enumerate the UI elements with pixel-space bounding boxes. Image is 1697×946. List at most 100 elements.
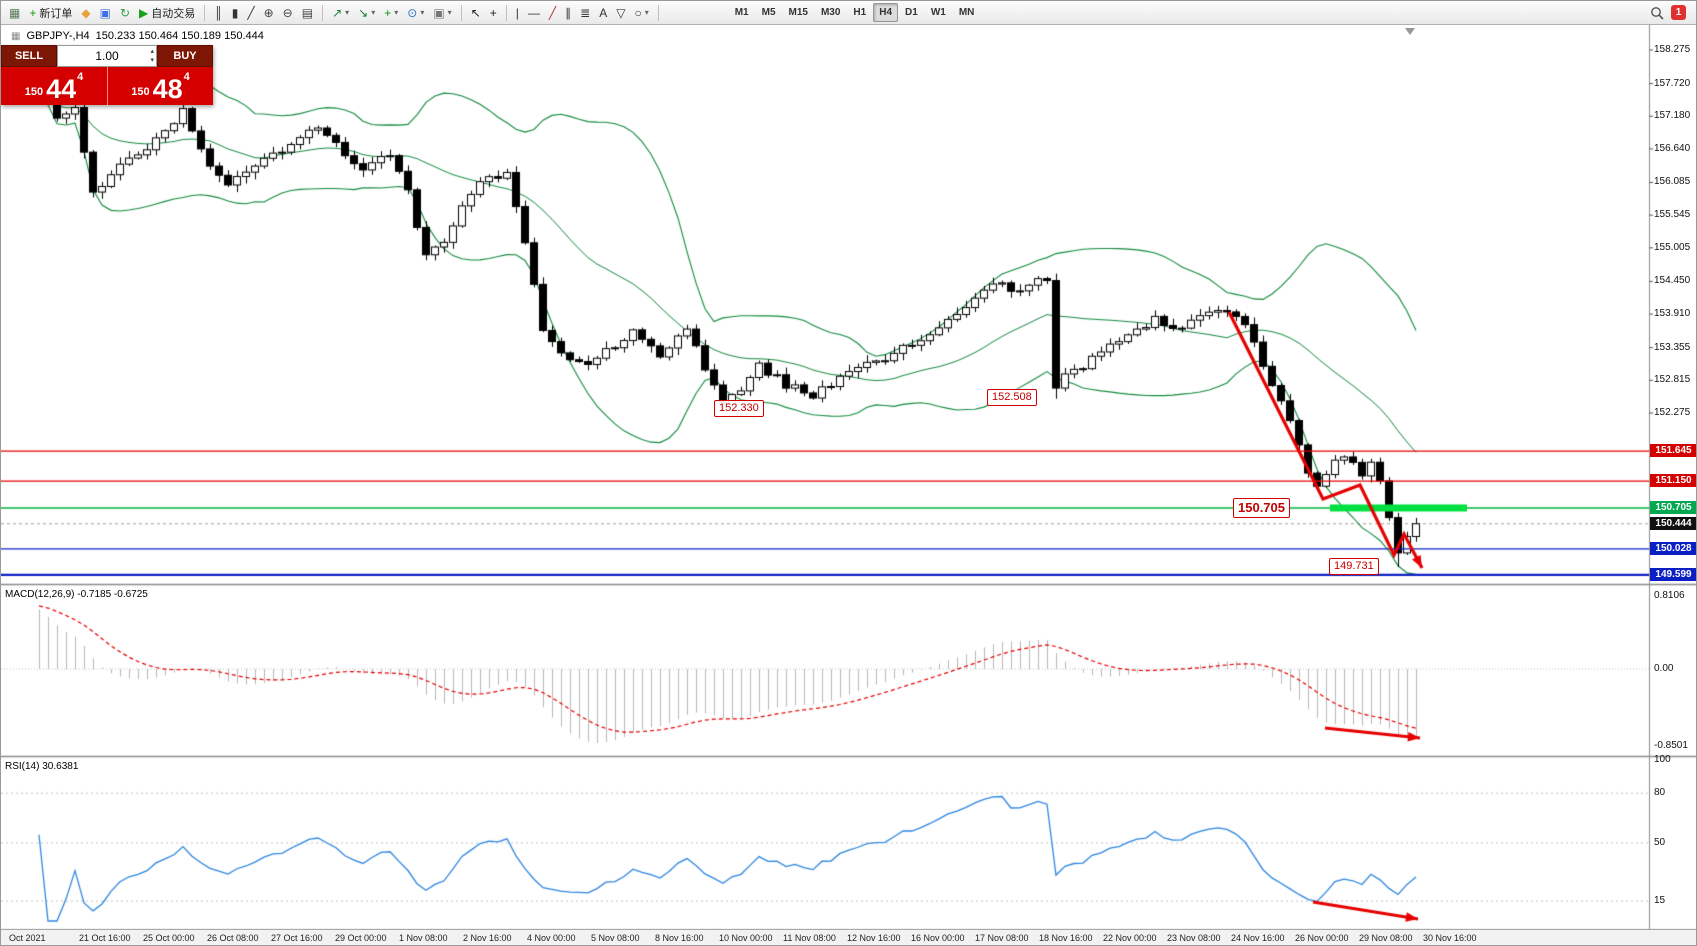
time-axis-label: 2 Nov 16:00 <box>463 933 512 943</box>
equidistant-channel-button[interactable]: ∥ <box>561 3 575 23</box>
shapes-caret-icon: ▾ <box>644 8 649 17</box>
vertical-line-button[interactable]: | <box>512 3 523 23</box>
volume-up-icon[interactable]: ▴ <box>150 48 154 55</box>
symbol-info: ▦ GBPJPY-,H4 150.233 150.464 150.189 150… <box>11 30 264 42</box>
new-chart-button[interactable]: ▦ <box>5 3 24 23</box>
one-click-trading-panel: SELL 1.00 ▴ ▾ BUY 150 44 4 150 48 4 <box>1 45 213 105</box>
add-indicator-button[interactable]: + ▾ <box>380 3 402 23</box>
cursor-button[interactable]: ↖ <box>467 3 485 23</box>
volume-input[interactable]: 1.00 ▴ ▾ <box>57 45 157 67</box>
shapes-button[interactable]: ○ ▾ <box>630 3 652 23</box>
templates-button[interactable]: ↘ ▾ <box>354 3 379 23</box>
volume-down-icon[interactable]: ▾ <box>150 57 154 64</box>
crosshair-icon: + <box>489 5 497 20</box>
timeframe-m5-button[interactable]: M5 <box>756 3 782 22</box>
timeframe-d1-button[interactable]: D1 <box>899 3 924 22</box>
trendline-icon: ╱ <box>548 5 557 20</box>
zoom-out-button[interactable]: ⊖ <box>279 3 297 23</box>
terminal-button[interactable]: ▣ <box>96 3 115 23</box>
volume-spinner: ▴ ▾ <box>150 47 154 65</box>
horizontal-line-button[interactable]: — <box>524 3 544 23</box>
trendline-button[interactable]: ╱ <box>545 3 560 23</box>
timeframe-m1-button[interactable]: M1 <box>729 3 755 22</box>
zoom-out-icon: ⊖ <box>282 5 293 20</box>
time-axis-label: 21 Oct 16:00 <box>79 933 131 943</box>
chart-canvas[interactable] <box>1 25 1696 945</box>
time-axis[interactable]: Oct 2021 21 Oct 16:00 25 Oct 00:00 26 Oct 0… <box>1 930 1696 945</box>
buy-price[interactable]: 150 48 4 <box>107 67 213 105</box>
snapshot-icon: ▣ <box>433 5 445 20</box>
buy-price-big: 48 <box>152 74 183 104</box>
time-axis-label: 10 Nov 00:00 <box>719 933 773 943</box>
snapshot-caret-icon: ▾ <box>447 8 452 17</box>
candlestick-chart-button[interactable]: ▮ <box>228 3 243 23</box>
timeframe-w1-button[interactable]: W1 <box>925 3 952 22</box>
horizontal-line-icon: — <box>527 5 540 20</box>
new-chart-icon: ▦ <box>9 5 21 20</box>
sell-button[interactable]: SELL <box>1 45 57 67</box>
periods-caret-icon: ▾ <box>420 8 425 17</box>
rsi-label: RSI(14) 30.6381 <box>5 761 79 772</box>
new-order-button[interactable]: + 新订单 <box>25 3 76 23</box>
candlestick-chart-icon: ▮ <box>231 5 239 20</box>
fibonacci-icon: ≣ <box>580 5 591 20</box>
time-axis-label: 16 Nov 00:00 <box>911 933 965 943</box>
time-axis-label: 30 Nov 16:00 <box>1423 933 1477 943</box>
buy-button[interactable]: BUY <box>157 45 213 67</box>
time-axis-label: 17 Nov 08:00 <box>975 933 1029 943</box>
sell-price-big: 44 <box>46 74 77 104</box>
timeframe-h1-button[interactable]: H1 <box>847 3 872 22</box>
autotrading-button[interactable]: ▶ 自动交易 <box>135 3 199 23</box>
toolbar-separator <box>657 4 659 21</box>
time-axis-label: 4 Nov 00:00 <box>527 933 576 943</box>
strategy-tester-button[interactable]: ↻ <box>116 3 134 23</box>
fibonacci-button[interactable]: ≣ <box>576 3 594 23</box>
crosshair-button[interactable]: + <box>486 3 501 23</box>
time-axis-label: 26 Nov 00:00 <box>1295 933 1349 943</box>
strategy-tester-icon: ↻ <box>119 5 130 20</box>
time-axis-label: 18 Nov 16:00 <box>1039 933 1093 943</box>
templates-icon: ↘ <box>358 5 369 20</box>
periods-button[interactable]: ⊙ ▾ <box>403 3 428 23</box>
indicators-caret-icon: ▾ <box>345 8 350 17</box>
zoom-in-button[interactable]: ⊕ <box>260 3 278 23</box>
shapes-icon: ○ <box>634 5 642 20</box>
metaeditor-button[interactable]: ◆ <box>77 3 94 23</box>
metaeditor-icon: ◆ <box>81 5 91 20</box>
snapshot-button[interactable]: ▣ ▾ <box>429 3 455 23</box>
templates-caret-icon: ▾ <box>371 8 376 17</box>
indicators-icon: ↗ <box>332 5 343 20</box>
toolbar-separator <box>505 4 507 21</box>
line-chart-button[interactable]: ╱ <box>243 3 258 23</box>
notification-badge[interactable]: 1 <box>1671 5 1686 20</box>
timeframe-h4-button[interactable]: H4 <box>873 3 899 22</box>
bars-chart-button[interactable]: ║ <box>210 3 227 23</box>
timeframe-m30-button[interactable]: M30 <box>815 3 846 22</box>
search-icon[interactable] <box>1650 6 1664 20</box>
toolbar-separator <box>460 4 462 21</box>
time-axis-label: 8 Nov 16:00 <box>655 933 704 943</box>
time-axis-label: 24 Nov 16:00 <box>1231 933 1285 943</box>
timeframe-m15-button[interactable]: M15 <box>783 3 814 22</box>
sell-price[interactable]: 150 44 4 <box>1 67 107 105</box>
time-axis-label: 12 Nov 16:00 <box>847 933 901 943</box>
ohlc-values: 150.233 150.464 150.189 150.444 <box>95 30 264 42</box>
new-order-label: 新订单 <box>39 7 73 20</box>
time-axis-label: 5 Nov 08:00 <box>591 933 640 943</box>
toolbar-right: 1 <box>1650 5 1692 20</box>
buy-price-prefix: 150 <box>131 86 150 98</box>
sell-price-sup: 4 <box>77 71 84 83</box>
zoom-in-icon: ⊕ <box>263 5 274 20</box>
tile-windows-icon: ▤ <box>301 5 314 20</box>
main-toolbar: ▦ + 新订单 ◆ ▣ ↻ ▶ 自动交易 ║ ▮ ╱ ⊕ ⊖ ▤ ↗ ▾ ↘ ▾ + ▾ ⊙ ▾ ▣ ▾ ↖ + | — ╱ ∥ ≣ A ▽ ○ ▾… <box>1 1 1696 25</box>
indicators-button[interactable]: ↗ ▾ <box>328 3 353 23</box>
add-indicator-icon: + <box>384 5 392 20</box>
arrow-label-button[interactable]: ▽ <box>612 3 629 23</box>
symbol-title: GBPJPY-,H4 <box>26 30 90 42</box>
text-button[interactable]: A <box>595 3 611 23</box>
cursor-icon: ↖ <box>470 5 481 20</box>
tile-windows-button[interactable]: ▤ <box>298 3 317 23</box>
time-axis-label: 26 Oct 08:00 <box>207 933 259 943</box>
timeframe-mn-button[interactable]: MN <box>953 3 981 22</box>
